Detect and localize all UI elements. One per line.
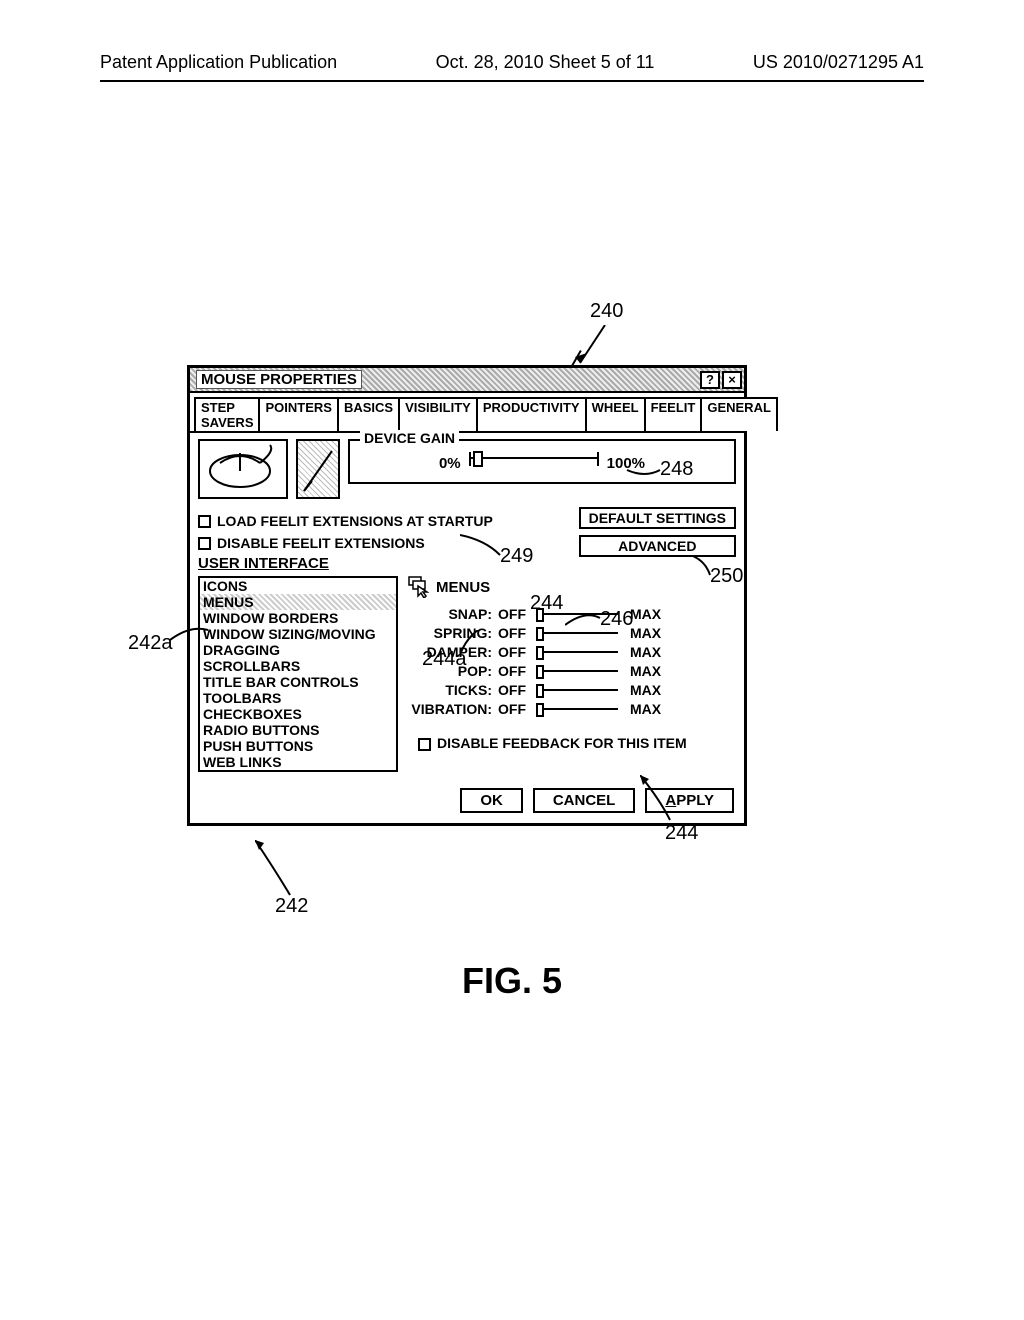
list-item[interactable]: WINDOW BORDERS <box>200 610 396 626</box>
slider-label: TICKS: <box>408 682 492 698</box>
close-button[interactable]: × <box>722 371 742 389</box>
ui-element-list[interactable]: ICONSMENUSWINDOW BORDERSWINDOW SIZING/MO… <box>198 576 398 772</box>
list-item[interactable]: TOOLBARS <box>200 690 396 706</box>
leader-244b <box>640 775 680 825</box>
list-item[interactable]: TITLE BAR CONTROLS <box>200 674 396 690</box>
slider-state: OFF <box>498 606 530 622</box>
tab-wheel[interactable]: WHEEL <box>585 397 646 431</box>
tab-feelit[interactable]: FEELIT <box>644 397 703 431</box>
slider-row: VIBRATION: OFF MAX <box>408 701 736 717</box>
list-item[interactable]: RADIO BUTTONS <box>200 722 396 738</box>
default-settings-button[interactable]: DEFAULT SETTINGS <box>579 507 736 529</box>
header-rule <box>100 80 924 82</box>
leader-248 <box>625 460 665 480</box>
tab-general[interactable]: GENERAL <box>700 397 778 431</box>
titlebar[interactable]: MOUSE PROPERTIES ? × <box>190 368 744 393</box>
user-interface-heading: USER INTERFACE <box>198 555 493 572</box>
pub-number: US 2010/0271295 A1 <box>753 52 924 73</box>
slider-max: MAX <box>630 644 661 660</box>
callout-242a: 242a <box>128 632 173 655</box>
slider-state: OFF <box>498 663 530 679</box>
chk-disable-ext[interactable] <box>198 537 211 550</box>
tab-pointers[interactable]: POINTERS <box>258 397 338 431</box>
slider-handle[interactable] <box>536 703 544 717</box>
slider-state: OFF <box>498 625 530 641</box>
list-item[interactable]: MENUS <box>200 594 396 610</box>
slider-row: TICKS: OFF MAX <box>408 682 736 698</box>
slider-track[interactable] <box>536 651 618 653</box>
tab-visibility[interactable]: VISIBILITY <box>398 397 478 431</box>
list-item[interactable]: SCROLLBARS <box>200 658 396 674</box>
slider-track[interactable] <box>536 708 618 710</box>
slider-max: MAX <box>630 701 661 717</box>
slider-handle[interactable] <box>536 684 544 698</box>
list-item[interactable]: ICONS <box>200 578 396 594</box>
leader-242a <box>170 625 210 650</box>
slider-track[interactable] <box>536 632 618 634</box>
callout-246: 246 <box>600 608 633 631</box>
figure-label: FIG. 5 <box>0 960 1024 1002</box>
callout-244: 244 <box>530 592 563 615</box>
slider-track[interactable] <box>536 670 618 672</box>
date-sheet: Oct. 28, 2010 Sheet 5 of 11 <box>436 52 655 73</box>
slider-max: MAX <box>630 625 661 641</box>
slider-state: OFF <box>498 644 530 660</box>
chk-disable-item-label: DISABLE FEEDBACK FOR THIS ITEM <box>437 735 687 751</box>
chk-load-label: LOAD FEELIT EXTENSIONS AT STARTUP <box>217 513 493 529</box>
slider-label: VIBRATION: <box>408 701 492 717</box>
slider-max: MAX <box>630 606 661 622</box>
detail-title: MENUS <box>436 579 490 596</box>
tab-basics[interactable]: BASICS <box>337 397 400 431</box>
dialog-body: DEVICE GAIN 0% 100% LOAD FEELIT EXTENSIO… <box>190 433 744 780</box>
slider-max: MAX <box>630 663 661 679</box>
leader-246 <box>565 610 605 630</box>
window-title: MOUSE PROPERTIES <box>196 370 362 389</box>
pub-label: Patent Application Publication <box>100 52 337 73</box>
slider-label: SNAP: <box>408 606 492 622</box>
callout-244-lower: 244 <box>665 822 698 845</box>
list-item[interactable]: PUSH BUTTONS <box>200 738 396 754</box>
page-header: Patent Application Publication Oct. 28, … <box>100 52 924 73</box>
mouse-properties-dialog: MOUSE PROPERTIES ? × STEP SAVERSPOINTERS… <box>187 365 747 826</box>
mouse-image <box>198 439 288 499</box>
slider-handle[interactable] <box>536 627 544 641</box>
chk-disable-label: DISABLE FEELIT EXTENSIONS <box>217 535 425 551</box>
leader-250 <box>690 555 720 580</box>
tab-productivity[interactable]: PRODUCTIVITY <box>476 397 587 431</box>
leader-244a <box>460 630 485 660</box>
gain-handle[interactable] <box>473 451 483 467</box>
callout-248: 248 <box>660 458 693 481</box>
leader-242 <box>255 840 305 900</box>
tab-step-savers[interactable]: STEP SAVERS <box>194 397 260 431</box>
help-button[interactable]: ? <box>700 371 720 389</box>
list-item[interactable]: WEB LINKS <box>200 754 396 770</box>
slider-max: MAX <box>630 682 661 698</box>
gain-slider[interactable] <box>469 457 599 471</box>
mouse-image-small <box>296 439 340 499</box>
chk-load-startup[interactable] <box>198 515 211 528</box>
cancel-button[interactable]: CANCEL <box>533 788 636 813</box>
slider-handle[interactable] <box>536 646 544 660</box>
detail-panel: MENUS SNAP:OFFMAXSPRING:OFFMAXDAMPER:OFF… <box>408 576 736 772</box>
slider-track[interactable] <box>536 689 618 691</box>
list-item[interactable]: DRAGGING <box>200 642 396 658</box>
tab-row: STEP SAVERSPOINTERSBASICSVISIBILITYPRODU… <box>190 393 744 433</box>
list-item[interactable]: WINDOW SIZING/MOVING <box>200 626 396 642</box>
chk-disable-item[interactable] <box>418 738 431 751</box>
ok-button[interactable]: OK <box>460 788 523 813</box>
gain-min: 0% <box>439 455 461 472</box>
slider-state: OFF <box>498 682 530 698</box>
advanced-button[interactable]: ADVANCED <box>579 535 736 557</box>
cursor-icon <box>408 576 430 598</box>
slider-state: OFF <box>498 701 530 717</box>
list-item[interactable]: CHECKBOXES <box>200 706 396 722</box>
device-gain-legend: DEVICE GAIN <box>360 430 459 446</box>
callout-240: 240 <box>590 300 623 323</box>
leader-249 <box>460 530 510 560</box>
slider-handle[interactable] <box>536 665 544 679</box>
